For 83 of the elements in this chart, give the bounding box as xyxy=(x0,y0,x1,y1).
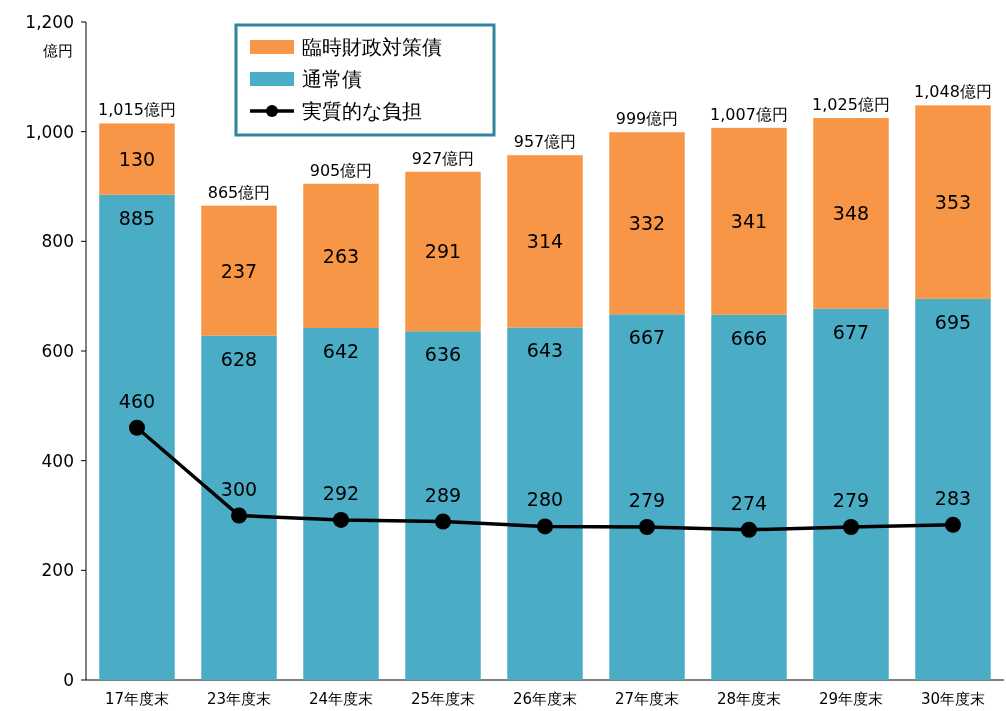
data-label: 314 xyxy=(526,230,564,253)
total-label: 865億円 xyxy=(207,182,271,202)
point xyxy=(231,507,247,524)
y-tick-label: 400 xyxy=(41,450,74,471)
data-label: 460 xyxy=(118,389,156,412)
total-label: 957億円 xyxy=(513,132,577,152)
data-label: 279 xyxy=(628,489,666,512)
bar xyxy=(303,183,379,328)
point xyxy=(435,513,451,530)
data-label: 283 xyxy=(934,486,972,509)
data-label: 642 xyxy=(322,339,360,362)
bar xyxy=(507,327,583,680)
bar xyxy=(507,155,583,328)
bar xyxy=(303,327,379,680)
total-label: 927億円 xyxy=(411,148,475,168)
y-tick-label: 1,000 xyxy=(25,121,74,142)
data-label: 237 xyxy=(220,259,258,282)
data-label: 667 xyxy=(628,326,666,349)
data-label: 885 xyxy=(118,206,156,229)
x-tick-label: 24年度末 xyxy=(308,690,374,708)
data-label: 130 xyxy=(118,148,156,171)
bar xyxy=(609,132,685,315)
x-tick-label: 25年度末 xyxy=(410,690,476,708)
bar xyxy=(99,123,175,195)
point xyxy=(741,521,757,538)
total-label: 1,007億円 xyxy=(710,104,788,124)
bar xyxy=(99,194,175,680)
point xyxy=(945,516,961,533)
data-label: 341 xyxy=(730,210,768,233)
bar xyxy=(813,308,889,680)
x-tick-label: 27年度末 xyxy=(614,690,680,708)
bar xyxy=(915,105,991,299)
data-label: 274 xyxy=(730,491,768,514)
y-tick-label: 600 xyxy=(41,341,74,361)
data-label: 643 xyxy=(526,339,564,362)
x-tick-label: 26年度末 xyxy=(512,690,578,708)
y-axis-title: 億円 xyxy=(43,42,73,60)
total-label: 1,048億円 xyxy=(914,82,992,102)
data-label: 280 xyxy=(526,488,564,511)
x-tick-label: 30年度末 xyxy=(920,690,986,708)
x-tick-label: 17年度末 xyxy=(104,690,170,708)
bar xyxy=(915,298,991,680)
point xyxy=(333,511,349,528)
total-label: 1,015億円 xyxy=(98,100,176,120)
bar xyxy=(813,117,889,309)
total-label: 905億円 xyxy=(309,160,373,180)
data-label: 263 xyxy=(322,244,360,267)
bar xyxy=(711,314,787,680)
y-tick-label: 0 xyxy=(63,670,74,690)
total-label: 999億円 xyxy=(615,109,679,129)
data-label: 279 xyxy=(832,489,870,512)
legend-label: 臨時財政対策債 xyxy=(302,35,442,59)
bar xyxy=(711,127,787,315)
y-tick-label: 1,200 xyxy=(25,12,74,32)
data-label: 695 xyxy=(934,310,972,333)
legend-label: 実質的な負担 xyxy=(302,99,422,123)
total-label: 1,025億円 xyxy=(812,94,890,114)
x-tick-label: 28年度末 xyxy=(716,690,782,708)
bar xyxy=(405,171,481,332)
data-label: 289 xyxy=(424,483,462,506)
y-tick-label: 800 xyxy=(41,231,74,252)
data-label: 677 xyxy=(832,320,870,343)
data-label: 666 xyxy=(730,326,768,349)
point xyxy=(537,518,553,535)
bar xyxy=(201,335,277,680)
data-label: 292 xyxy=(322,481,360,504)
x-tick-label: 29年度末 xyxy=(818,690,884,708)
point xyxy=(639,519,655,536)
point xyxy=(129,419,145,436)
data-label: 291 xyxy=(424,240,462,263)
data-label: 353 xyxy=(934,191,972,214)
data-label: 348 xyxy=(832,202,870,225)
y-tick-label: 200 xyxy=(41,560,74,581)
data-label: 300 xyxy=(220,477,258,500)
point xyxy=(843,519,859,536)
x-tick-label: 23年度末 xyxy=(206,690,272,708)
bar xyxy=(201,205,277,336)
data-label: 332 xyxy=(628,212,666,235)
data-label: 628 xyxy=(220,347,258,370)
data-label: 636 xyxy=(424,343,462,366)
bar xyxy=(405,331,481,680)
bar xyxy=(609,314,685,680)
legend-label: 通常債 xyxy=(302,67,362,91)
